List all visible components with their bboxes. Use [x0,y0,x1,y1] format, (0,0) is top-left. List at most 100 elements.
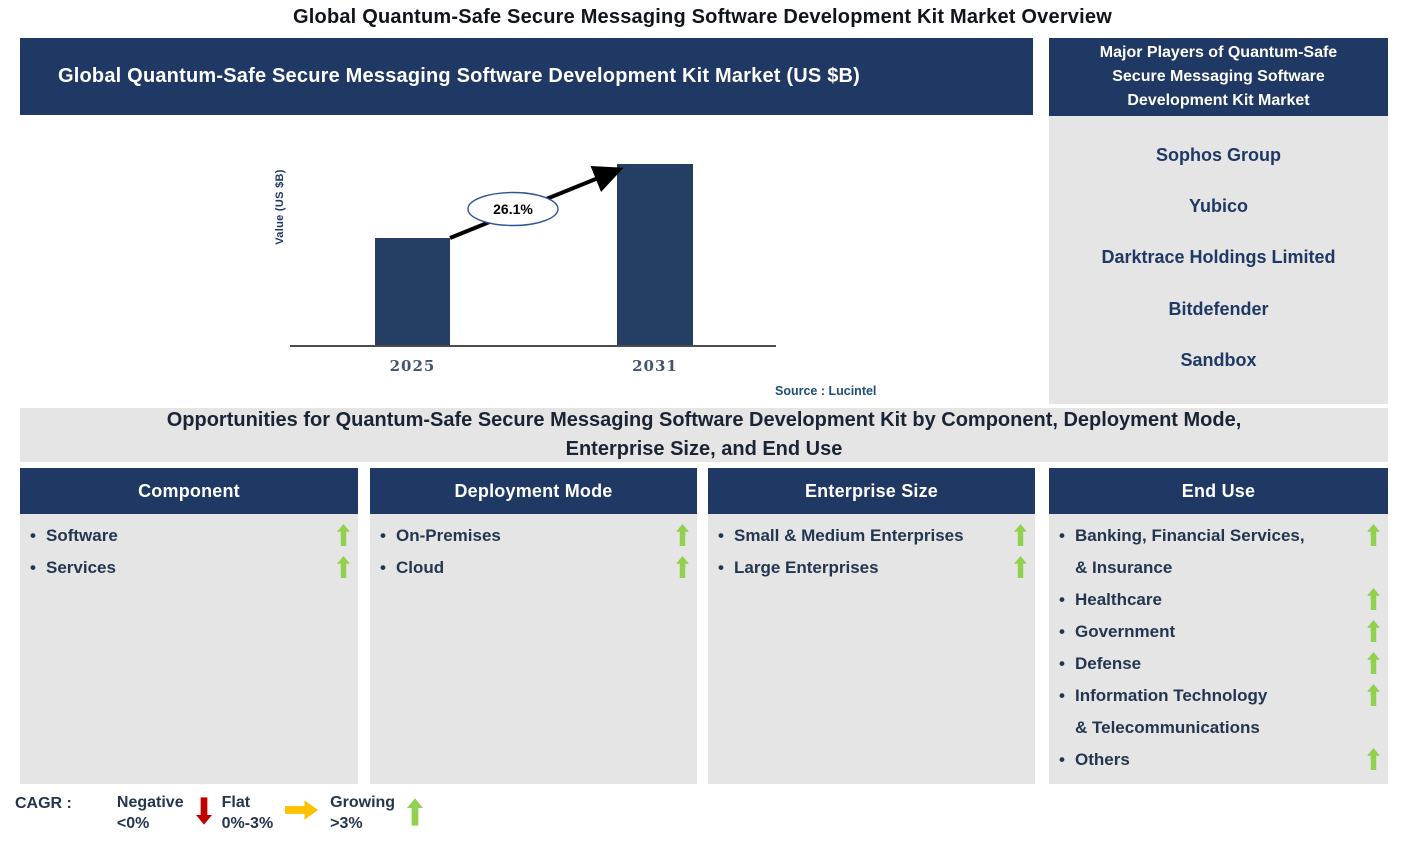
bullet-dot [1059,584,1075,616]
opportunity-item: Small & Medium Enterprises [718,520,1027,552]
player-name: Bitdefender [1168,298,1269,319]
opportunity-item-label: On-Premises [396,526,501,545]
player-name: Sandbox [1180,349,1257,370]
opportunity-item-label: Information Technology & Telecommunicati… [1075,686,1268,737]
column-deployment-mode: Deployment Mode On-Premises Cloud [370,468,697,784]
column-component: Component Software Services [20,468,358,784]
bullet-dot [1059,744,1075,776]
opportunities-banner: Opportunities for Quantum-Safe Secure Me… [20,408,1388,462]
up-arrow-icon [407,798,424,826]
page-title: Global Quantum-Safe Secure Messaging Sof… [293,6,1112,28]
bullet-dot [30,520,46,552]
legend-item-growing: Growing >3% [330,792,424,834]
player-name: Darktrace Holdings Limited [1101,247,1336,268]
bar-2025 [375,238,450,345]
opportunity-item: Others [1059,744,1380,776]
opportunities-banner-text: Opportunities for Quantum-Safe Secure Me… [166,409,1242,460]
opportunity-item: Software [30,520,350,552]
legend-item-text: Flat 0%-3% [222,792,274,834]
opportunity-item: On-Premises [380,520,689,552]
opportunity-item: Services [30,552,350,584]
column-header: Deployment Mode [370,468,697,514]
legend-item-text: Growing >3% [330,792,395,834]
cagr-growth-arrow: 26.1% [449,166,624,240]
growth-up-arrow-icon [1014,556,1027,578]
column-item-list: On-Premises Cloud [370,514,697,784]
opportunity-item: Banking, Financial Services, & Insurance [1059,520,1380,584]
growth-up-arrow-icon [1014,524,1027,546]
legend-item-name: Negative [116,794,184,811]
growth-up-arrow-icon [676,556,689,578]
major-players-list: Sophos Group Yubico Darktrace Holdings L… [1049,116,1388,404]
growth-up-arrow-icon [1367,748,1380,770]
cagr-ellipse [467,191,559,227]
player-name: Sophos Group [1156,145,1281,166]
bullet-dot [380,520,396,552]
cagr-value-label: 26.1% [493,201,533,217]
bullet-dot [380,552,396,584]
bullet-dot [1059,680,1075,712]
growth-up-arrow-icon [1367,588,1380,610]
growth-up-arrow-icon [676,524,689,546]
market-chart-header-text: Global Quantum-Safe Secure Messaging Sof… [58,65,861,87]
right-arrow-icon [285,800,319,820]
x-axis-line [290,345,776,347]
market-bar-chart: Value (US $B) 2025 2031 26.1% Source : L… [20,115,1033,405]
x-tick-2031: 2031 [632,357,678,375]
bullet-dot [1059,648,1075,680]
column-item-list: Small & Medium Enterprises Large Enterpri… [708,514,1035,784]
bullet-dot [718,520,734,552]
opportunity-item: Large Enterprises [718,552,1027,584]
bullet-dot [30,552,46,584]
column-item-list: Banking, Financial Services, & Insurance… [1049,514,1388,784]
bullet-dot [1059,520,1075,552]
column-header: Component [20,468,358,514]
x-tick-2025: 2025 [389,357,436,375]
opportunity-item-label: Software [46,526,118,545]
growth-up-arrow-icon [1367,524,1380,546]
opportunity-item-label: Defense [1075,654,1142,673]
column-item-list: Software Services [20,514,358,784]
opportunity-item: Cloud [380,552,689,584]
major-players-header: Major Players of Quantum-Safe Secure Mes… [1049,38,1388,116]
cagr-legend: CAGR : Negative <0% Flat 0%-3% Growing >… [15,792,424,834]
market-chart-header-bar: Global Quantum-Safe Secure Messaging Sof… [20,38,1033,115]
growth-up-arrow-icon [337,556,350,578]
legend-item-range: 0%-3% [221,815,274,832]
cagr-legend-label: CAGR : [15,795,72,812]
major-players-panel: Major Players of Quantum-Safe Secure Mes… [1049,38,1388,404]
legend-item-negative: Negative <0% [117,792,212,834]
opportunity-item: Defense [1059,648,1380,680]
growth-up-arrow-icon [337,524,350,546]
player-name: Yubico [1188,196,1248,217]
legend-item-range: >3% [330,815,363,832]
legend-item-flat: Flat 0%-3% [222,792,319,834]
legend-item-range: <0% [116,815,150,832]
growth-up-arrow-icon [1367,620,1380,642]
source-label: Source : Lucintel [775,384,877,398]
opportunity-item-label: Government [1075,622,1176,641]
opportunity-item-label: Services [46,558,116,577]
column-header: Enterprise Size [708,468,1035,514]
legend-item-text: Negative <0% [117,792,184,834]
opportunity-item: Information Technology & Telecommunicati… [1059,680,1380,744]
legend-item-name: Growing [330,794,396,811]
opportunity-item-label: Cloud [396,558,445,577]
column-enterprise-size: Enterprise Size Small & Medium Enterpris… [708,468,1035,784]
growth-up-arrow-icon [1367,684,1380,706]
down-arrow-icon [195,797,212,825]
growth-up-arrow-icon [1367,652,1380,674]
bullet-dot [718,552,734,584]
bar-2031 [617,164,693,345]
opportunity-item-label: Large Enterprises [734,558,879,577]
opportunity-item: Healthcare [1059,584,1380,616]
opportunity-item-label: Banking, Financial Services, & Insurance [1075,526,1305,577]
opportunity-item-label: Healthcare [1075,590,1162,609]
column-header: End Use [1049,468,1388,514]
opportunity-item-label: Small & Medium Enterprises [734,526,964,545]
column-end-use: End Use Banking, Financial Services, & I… [1049,468,1388,784]
opportunity-item: Government [1059,616,1380,648]
opportunity-item-label: Others [1075,750,1130,769]
bullet-dot [1059,616,1075,648]
